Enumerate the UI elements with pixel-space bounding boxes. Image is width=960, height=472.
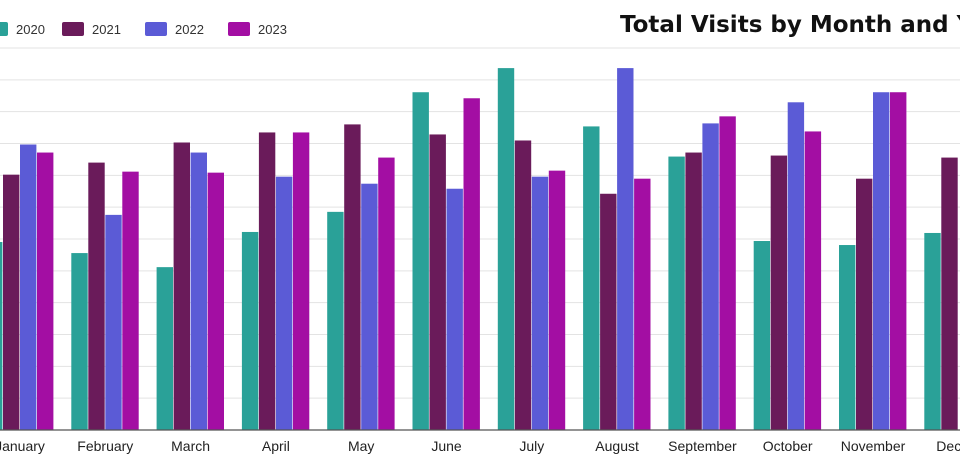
chart-title: Total Visits by Month and Y xyxy=(620,12,960,38)
x-tick-labels: January February March April May June July Augu… xyxy=(0,438,960,454)
legend-label: 2020 xyxy=(16,22,45,37)
bar-2021-july[interactable] xyxy=(514,140,532,431)
x-tick-label: September xyxy=(668,438,737,454)
bar-2021-november[interactable] xyxy=(856,178,873,430)
bar-2021-october[interactable] xyxy=(770,155,788,430)
bar-2022-october[interactable] xyxy=(787,102,805,430)
bar-2020-january[interactable] xyxy=(0,242,3,430)
x-tick-label: October xyxy=(763,438,813,454)
legend-item-2022[interactable]: 2022 xyxy=(145,22,204,37)
x-tick-label: April xyxy=(262,438,290,454)
bar-2023-march[interactable] xyxy=(207,172,224,430)
bar-2021-april[interactable] xyxy=(258,132,276,430)
bar-2021-february[interactable] xyxy=(88,162,105,430)
bar-2022-january[interactable] xyxy=(20,144,37,431)
bar-2021-september[interactable] xyxy=(685,152,702,430)
legend-swatch xyxy=(228,22,250,36)
x-tick-label: November xyxy=(841,438,906,454)
x-tick-label: March xyxy=(171,438,210,454)
bar-2020-july[interactable] xyxy=(497,68,515,431)
legend-swatch xyxy=(145,22,167,36)
bar-2020-april[interactable] xyxy=(241,231,259,430)
bar-2020-dece[interactable] xyxy=(924,232,941,430)
bar-2023-january[interactable] xyxy=(37,152,54,430)
x-tick-label: February xyxy=(77,438,133,454)
bar-2022-september[interactable] xyxy=(702,123,719,430)
bar-2020-may[interactable] xyxy=(327,211,344,430)
bar-2023-september[interactable] xyxy=(719,116,736,430)
bar-2022-july[interactable] xyxy=(531,176,549,430)
bar-2020-october[interactable] xyxy=(753,241,771,430)
bar-2023-july[interactable] xyxy=(548,170,566,431)
bar-2022-june[interactable] xyxy=(446,188,463,430)
bar-2023-october[interactable] xyxy=(804,131,822,431)
bar-2023-may[interactable] xyxy=(378,157,395,431)
legend-label: 2023 xyxy=(258,22,287,37)
legend[interactable]: 2020 2021 2022 2023 xyxy=(0,22,287,37)
legend-item-2023[interactable]: 2023 xyxy=(228,22,287,37)
x-tick-label: July xyxy=(519,438,544,454)
bar-2020-november[interactable] xyxy=(839,245,856,430)
legend-item-2021[interactable]: 2021 xyxy=(62,22,121,37)
bar-2022-may[interactable] xyxy=(361,183,378,430)
x-tick-label: May xyxy=(348,438,374,454)
bar-2022-february[interactable] xyxy=(105,214,122,430)
bar-2022-march[interactable] xyxy=(190,152,207,430)
x-tick-label: Dece xyxy=(936,438,960,454)
bar-2021-january[interactable] xyxy=(3,174,20,430)
x-tick-label: August xyxy=(595,438,639,454)
bar-2020-september[interactable] xyxy=(668,156,685,430)
bar-2021-may[interactable] xyxy=(344,124,361,431)
bar-2020-june[interactable] xyxy=(412,92,429,431)
bar-2021-dece[interactable] xyxy=(941,157,958,431)
legend-swatch xyxy=(0,22,8,36)
legend-label: 2021 xyxy=(92,22,121,37)
bar-2020-february[interactable] xyxy=(71,253,88,430)
bars xyxy=(0,68,958,431)
bar-2022-november[interactable] xyxy=(873,92,890,431)
bar-2023-june[interactable] xyxy=(463,98,480,431)
x-tick-label: January xyxy=(0,438,45,454)
bar-2023-november[interactable] xyxy=(890,92,907,431)
x-tick-label: June xyxy=(431,438,462,454)
bar-2021-june[interactable] xyxy=(429,134,446,430)
bar-2022-april[interactable] xyxy=(275,176,293,430)
bar-2023-february[interactable] xyxy=(122,171,139,430)
bar-2021-march[interactable] xyxy=(173,142,190,430)
bar-2023-april[interactable] xyxy=(292,132,310,430)
bar-2020-march[interactable] xyxy=(156,267,173,430)
bar-2021-august[interactable] xyxy=(600,193,617,430)
legend-item-2020[interactable]: 2020 xyxy=(0,22,45,37)
bar-2022-august[interactable] xyxy=(617,68,634,431)
bar-2023-august[interactable] xyxy=(634,178,651,430)
legend-swatch xyxy=(62,22,84,36)
legend-label: 2022 xyxy=(175,22,204,37)
bar-2020-august[interactable] xyxy=(583,126,600,431)
